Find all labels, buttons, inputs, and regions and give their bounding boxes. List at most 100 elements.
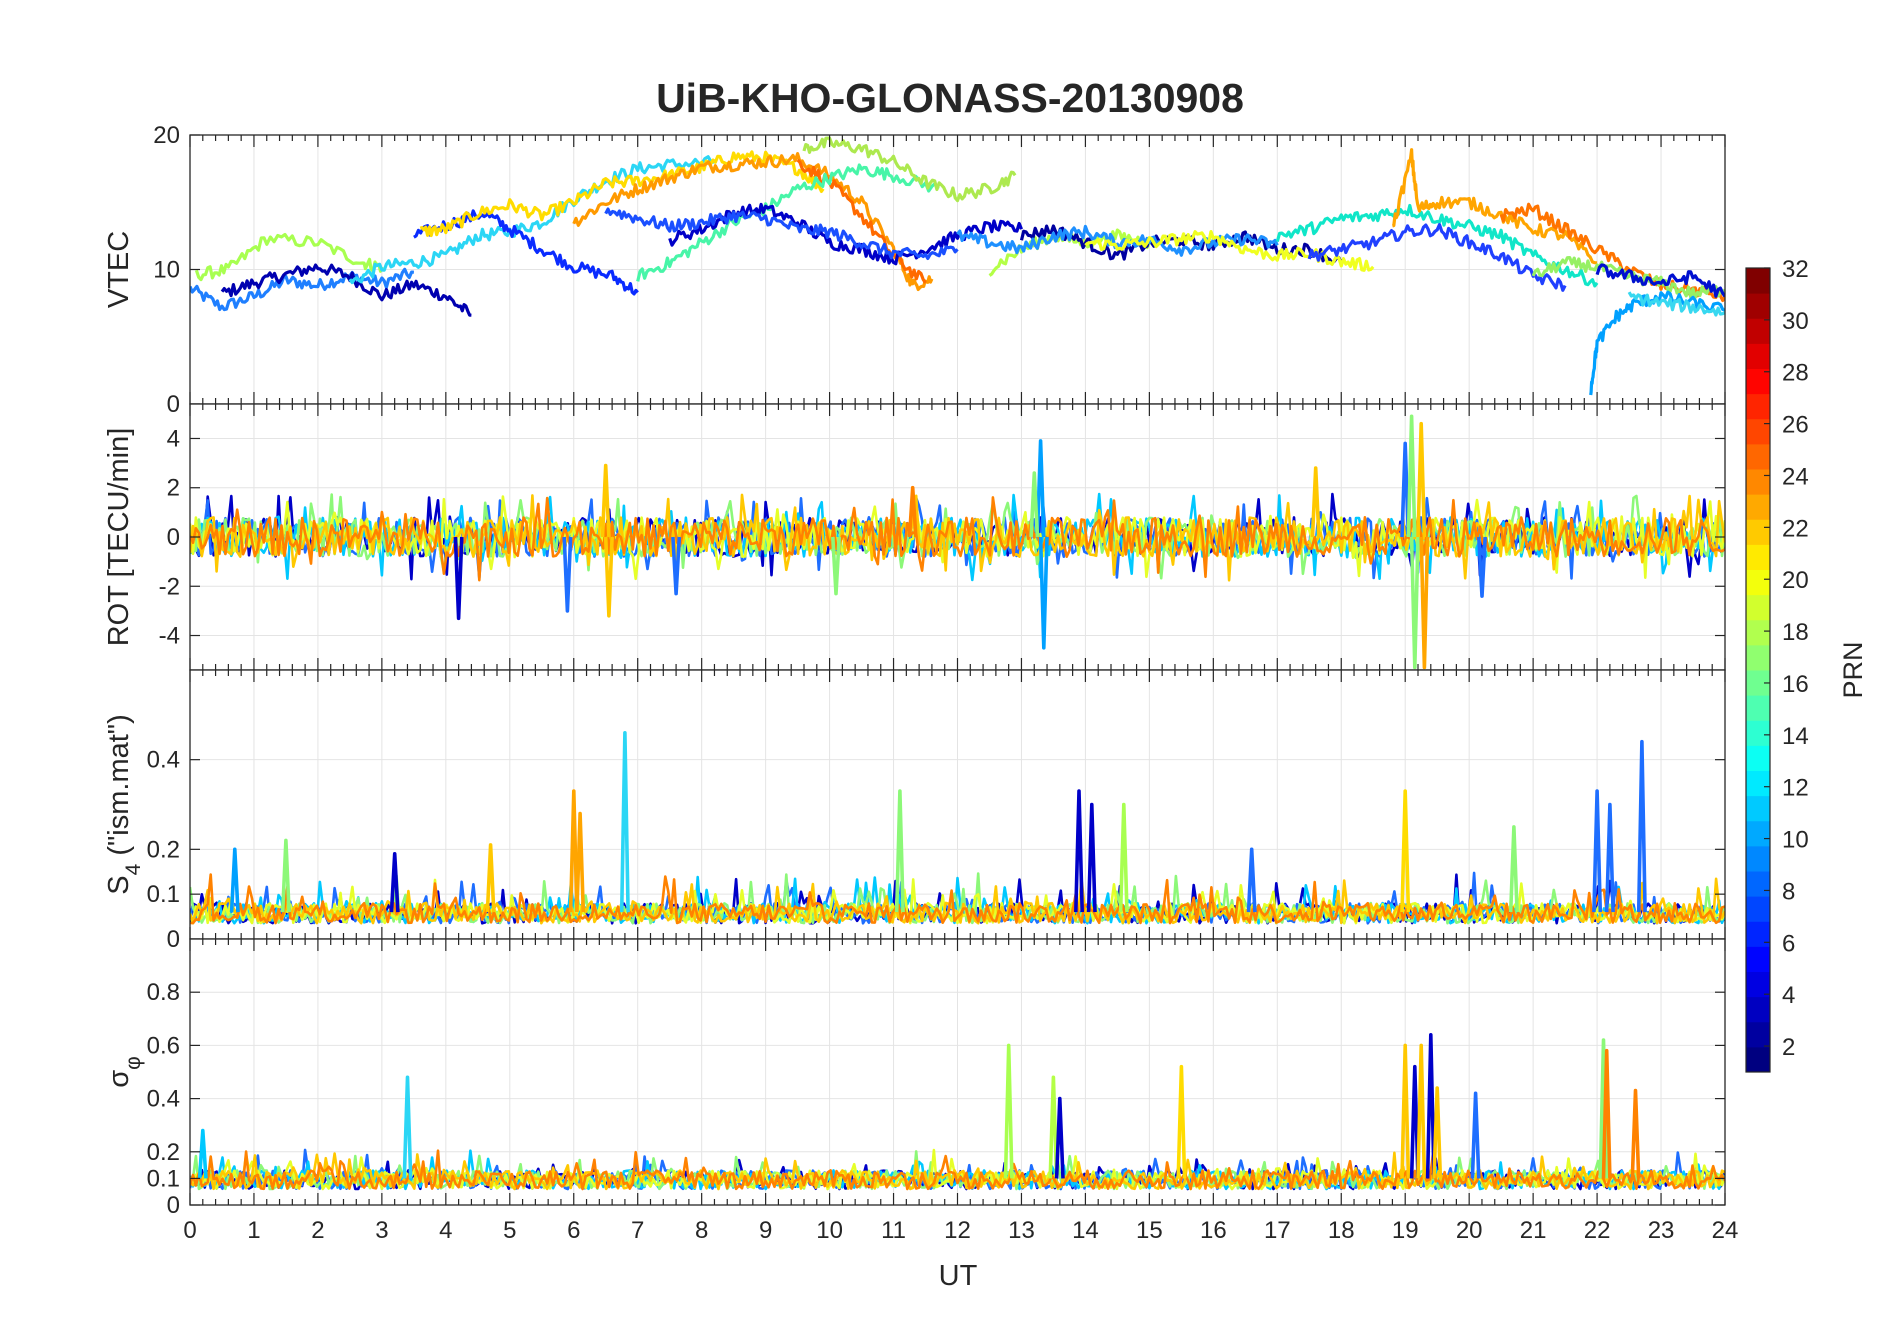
series-line	[1084, 230, 1375, 272]
spike	[1086, 802, 1097, 913]
colorbar-swatch	[1746, 996, 1770, 1023]
spike	[402, 1075, 413, 1179]
colorbar-swatch	[1746, 594, 1770, 621]
series-line	[1307, 223, 1567, 292]
colorbar-swatch	[1746, 544, 1770, 570]
colorbar-swatch	[1746, 871, 1770, 897]
series-line	[796, 158, 927, 284]
spike	[1592, 789, 1603, 913]
spike	[1477, 536, 1487, 598]
x-tick-label: 12	[944, 1217, 971, 1244]
y-tick-label: -4	[159, 623, 180, 650]
x-tick-label: 24	[1712, 1217, 1739, 1244]
series-line	[802, 136, 1017, 203]
spike	[1310, 466, 1321, 538]
x-tick-label: 17	[1264, 1217, 1291, 1244]
y-tick-label: -2	[159, 573, 180, 600]
colorbar-swatch	[1746, 469, 1770, 495]
colorbar-swatch	[1746, 1046, 1770, 1073]
colorbar-swatch	[1746, 368, 1770, 395]
colorbar-swatch	[1746, 393, 1770, 420]
x-tick-label: 3	[375, 1217, 388, 1244]
x-tick-label: 5	[503, 1217, 516, 1244]
colorbar-swatch	[1746, 343, 1770, 369]
colorbar-swatch	[1746, 494, 1770, 520]
spike	[1048, 1075, 1059, 1179]
series-line	[1275, 203, 1599, 288]
colorbar-swatch	[1746, 745, 1770, 771]
spike	[1400, 441, 1411, 538]
colorbar-tick-label: 30	[1782, 308, 1809, 335]
noise-series	[190, 877, 1725, 925]
colorbar-swatch	[1746, 845, 1770, 872]
panel-s4: 0 0.1 0.2 0.4S4 ("ism.mat")	[103, 669, 1726, 953]
series-line	[1595, 263, 1725, 298]
colorbar-tick-label: 22	[1782, 515, 1809, 542]
y-tick-label: 0.1	[147, 1165, 180, 1192]
colorbar-swatch	[1746, 1021, 1770, 1048]
panel-sigma: 00.10.20.40.60.80 1 2 3 4 5 6 7 8 9 10 11 12 13 14 15 16…	[103, 938, 1739, 1244]
spike	[1118, 802, 1129, 913]
spike	[1636, 739, 1647, 913]
y-tick-label: 0.2	[147, 836, 180, 863]
x-ticks	[189, 135, 1726, 404]
x-axis-label: UT	[939, 1260, 978, 1292]
colorbar-tick-label: 10	[1782, 827, 1809, 854]
spike	[907, 485, 918, 538]
x-tick-label: 15	[1136, 1217, 1163, 1244]
colorbar-tick-label: 16	[1782, 671, 1809, 698]
spike	[1038, 536, 1049, 650]
colorbar-swatch	[1746, 418, 1770, 445]
spike	[1416, 421, 1427, 538]
spike	[603, 536, 614, 618]
x-tick-label: 19	[1392, 1217, 1419, 1244]
spike	[1432, 1086, 1443, 1179]
spike	[1409, 1064, 1420, 1179]
spike	[1246, 847, 1257, 913]
y-tick-label: 2	[167, 475, 180, 502]
x-ticks	[189, 670, 1726, 939]
spike	[1054, 1096, 1065, 1179]
panel-rot: -4 -2 0 2 4 ROT [TECU/min]	[103, 403, 1726, 671]
x-tick-label: 13	[1008, 1217, 1035, 1244]
spike	[1604, 802, 1615, 913]
series-line	[348, 155, 715, 285]
x-ticks	[189, 939, 1726, 1205]
data-layer	[190, 1033, 1725, 1191]
spike	[1508, 825, 1519, 913]
colorbar-label: PRN	[1838, 641, 1868, 698]
x-tick-label: 23	[1648, 1217, 1675, 1244]
spike	[1003, 1043, 1014, 1179]
series-line	[190, 267, 414, 312]
spike	[1035, 439, 1046, 538]
spike	[1406, 414, 1417, 538]
series-line	[1531, 256, 1725, 299]
y-tick-label: 0.1	[147, 881, 180, 908]
x-tick-label: 21	[1520, 1217, 1547, 1244]
noise-series	[190, 1151, 1725, 1191]
spike	[280, 838, 291, 913]
colorbar-swatch	[1746, 318, 1770, 344]
colorbar-swatch	[1746, 619, 1770, 646]
y-tick-label: 0	[167, 1192, 180, 1219]
x-tick-label: 2	[311, 1217, 324, 1244]
spike	[1416, 1043, 1427, 1179]
x-tick-label: 6	[567, 1217, 580, 1244]
spike	[575, 811, 586, 913]
x-tick-label: 1	[247, 1217, 260, 1244]
spike	[485, 843, 496, 913]
spike	[1470, 1091, 1481, 1179]
colorbar-swatch	[1746, 971, 1770, 998]
chart-title: UiB-KHO-GLONASS-20130908	[656, 75, 1244, 121]
spike	[1601, 1048, 1612, 1179]
spike	[619, 731, 630, 913]
colorbar-swatch	[1746, 644, 1770, 671]
y-tick-label: 0.4	[147, 1086, 180, 1113]
colorbar-tick-label: 12	[1782, 775, 1809, 802]
spike	[1409, 536, 1420, 670]
data-layer	[190, 414, 1725, 670]
colorbar-tick-label: 6	[1782, 930, 1795, 957]
y-axis-label: VTEC	[103, 231, 135, 308]
colorbar-tick-label: 18	[1782, 619, 1809, 646]
